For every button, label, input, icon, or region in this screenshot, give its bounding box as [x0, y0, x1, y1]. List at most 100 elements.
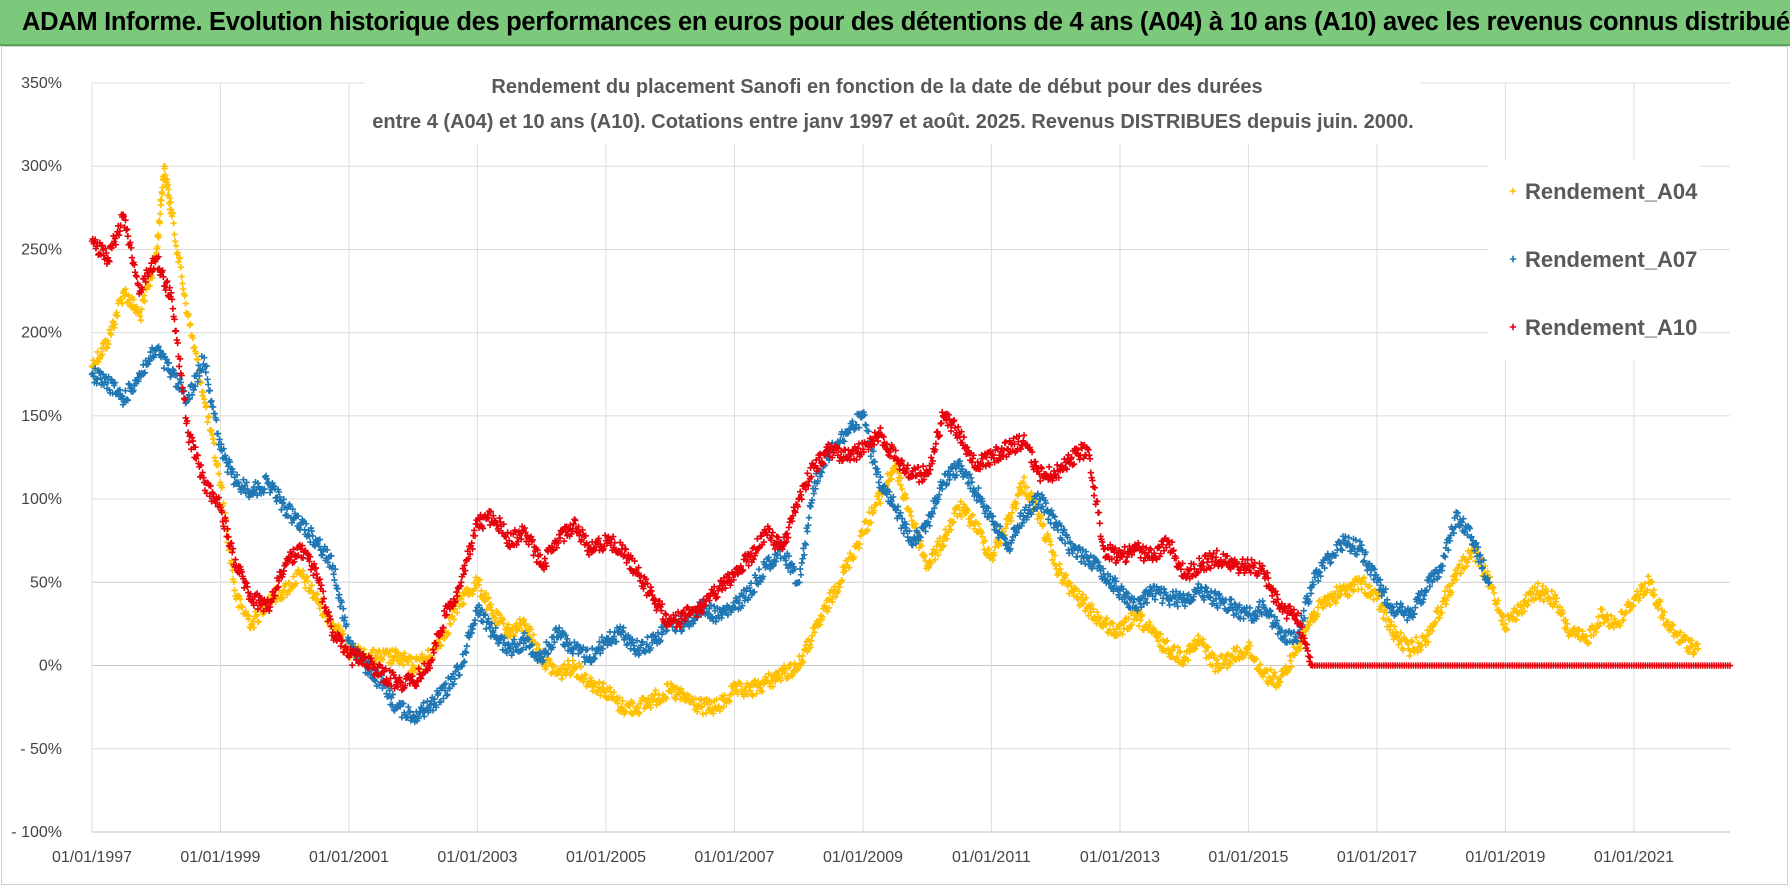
data-point — [957, 498, 964, 505]
data-point — [169, 210, 177, 217]
data-point — [176, 254, 184, 262]
data-point — [140, 292, 148, 299]
data-point — [560, 538, 568, 545]
data-point — [1166, 601, 1173, 609]
data-point — [133, 303, 140, 311]
data-point — [925, 564, 932, 571]
data-point — [170, 220, 177, 227]
data-point — [591, 679, 598, 687]
data-point — [838, 577, 846, 584]
data-point — [1065, 546, 1072, 554]
data-point — [908, 517, 916, 524]
data-point — [1264, 667, 1271, 674]
data-point — [482, 590, 490, 597]
data-point — [1119, 631, 1126, 638]
data-point — [390, 656, 397, 664]
data-point — [534, 641, 541, 648]
data-point — [1253, 655, 1260, 663]
data-point — [898, 474, 905, 482]
data-point — [1125, 615, 1132, 622]
data-point — [555, 669, 562, 676]
data-point — [979, 533, 986, 541]
data-point — [309, 532, 316, 540]
data-point — [832, 593, 839, 601]
data-point — [704, 701, 711, 708]
data-point — [489, 610, 496, 617]
data-point — [1047, 541, 1054, 548]
data-point — [1220, 660, 1227, 667]
data-point — [626, 702, 634, 710]
data-point — [947, 427, 955, 435]
data-point — [629, 699, 637, 707]
data-point — [409, 662, 416, 669]
x-tick-label: 01/01/1997 — [52, 849, 132, 866]
data-point — [894, 477, 902, 485]
data-point — [176, 363, 183, 370]
data-point — [597, 692, 604, 699]
data-point — [391, 652, 398, 660]
data-point — [774, 671, 781, 678]
data-point — [809, 632, 816, 639]
data-point — [807, 644, 814, 651]
data-point — [407, 667, 414, 674]
data-point — [1049, 556, 1056, 564]
data-point — [119, 300, 126, 307]
data-point — [1243, 646, 1250, 653]
header-banner: ADAM Informe. Evolution historique des p… — [0, 0, 1790, 46]
data-point — [947, 526, 955, 533]
data-point — [299, 567, 307, 574]
data-point — [210, 439, 218, 447]
data-point — [1176, 649, 1183, 656]
data-point — [890, 466, 898, 474]
data-point — [697, 703, 704, 710]
data-point — [250, 624, 258, 631]
data-point — [685, 692, 692, 700]
data-point — [946, 522, 953, 530]
data-point — [496, 611, 503, 618]
data-point — [476, 576, 483, 584]
data-point — [290, 573, 297, 580]
data-point — [789, 670, 797, 678]
data-point — [829, 598, 836, 606]
data-point — [1103, 614, 1111, 622]
data-point — [1110, 626, 1117, 633]
data-point — [841, 567, 849, 574]
data-point — [155, 234, 162, 241]
data-point — [190, 344, 197, 352]
axes: - 100%- 50%0%50%100%150%200%250%300%350%… — [11, 75, 1730, 866]
data-point — [218, 484, 226, 491]
data-point — [864, 526, 871, 533]
data-point — [808, 637, 815, 644]
data-point — [154, 243, 161, 250]
data-point — [1202, 648, 1209, 655]
data-point — [1016, 513, 1024, 520]
data-point — [1163, 638, 1170, 645]
y-tick-label: 300% — [21, 158, 62, 175]
data-point — [785, 524, 793, 531]
data-point — [189, 334, 197, 342]
data-point — [1108, 619, 1116, 626]
data-point — [777, 677, 784, 684]
data-point — [172, 238, 179, 245]
data-point — [245, 615, 252, 623]
data-point — [782, 665, 789, 673]
data-point — [592, 680, 599, 688]
x-tick-label: 01/01/2021 — [1594, 849, 1674, 866]
data-point — [521, 622, 528, 629]
data-point — [955, 504, 962, 511]
x-tick-label: 01/01/2013 — [1080, 849, 1160, 866]
data-point — [1173, 653, 1181, 661]
data-point — [408, 654, 415, 662]
data-point — [1163, 637, 1171, 644]
data-point — [253, 611, 261, 619]
data-point — [515, 624, 523, 632]
data-point — [856, 540, 863, 548]
data-point — [746, 684, 753, 691]
data-point — [189, 437, 197, 445]
data-point — [1012, 505, 1020, 512]
data-point — [520, 616, 528, 623]
data-point — [572, 663, 579, 670]
data-point — [636, 709, 643, 716]
data-point — [205, 414, 212, 421]
data-point — [192, 350, 200, 357]
